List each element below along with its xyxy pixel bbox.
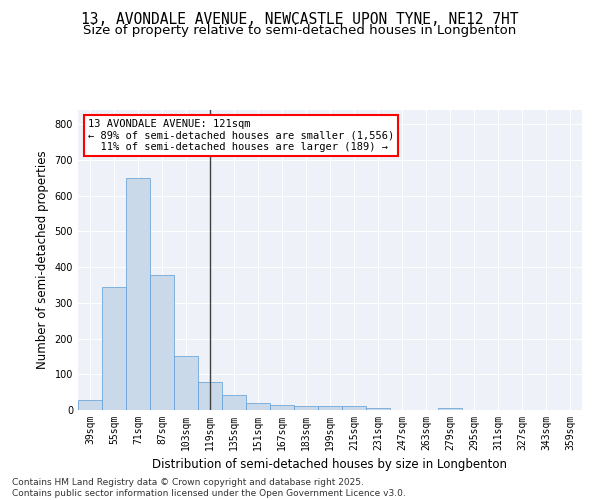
Bar xyxy=(78,400,102,410)
Text: 13, AVONDALE AVENUE, NEWCASTLE UPON TYNE, NE12 7HT: 13, AVONDALE AVENUE, NEWCASTLE UPON TYNE… xyxy=(81,12,519,28)
Bar xyxy=(270,404,294,410)
Bar xyxy=(102,287,126,410)
Bar xyxy=(246,403,270,410)
Bar xyxy=(366,408,390,410)
Bar xyxy=(438,408,462,410)
Bar xyxy=(198,382,222,410)
X-axis label: Distribution of semi-detached houses by size in Longbenton: Distribution of semi-detached houses by … xyxy=(152,458,508,471)
Text: Contains HM Land Registry data © Crown copyright and database right 2025.
Contai: Contains HM Land Registry data © Crown c… xyxy=(12,478,406,498)
Y-axis label: Number of semi-detached properties: Number of semi-detached properties xyxy=(36,150,49,370)
Bar xyxy=(318,406,342,410)
Bar xyxy=(174,356,198,410)
Text: 13 AVONDALE AVENUE: 121sqm
← 89% of semi-detached houses are smaller (1,556)
  1: 13 AVONDALE AVENUE: 121sqm ← 89% of semi… xyxy=(88,119,394,152)
Text: Size of property relative to semi-detached houses in Longbenton: Size of property relative to semi-detach… xyxy=(83,24,517,37)
Bar xyxy=(150,275,174,410)
Bar xyxy=(126,178,150,410)
Bar xyxy=(294,406,318,410)
Bar xyxy=(222,395,246,410)
Bar xyxy=(342,406,366,410)
